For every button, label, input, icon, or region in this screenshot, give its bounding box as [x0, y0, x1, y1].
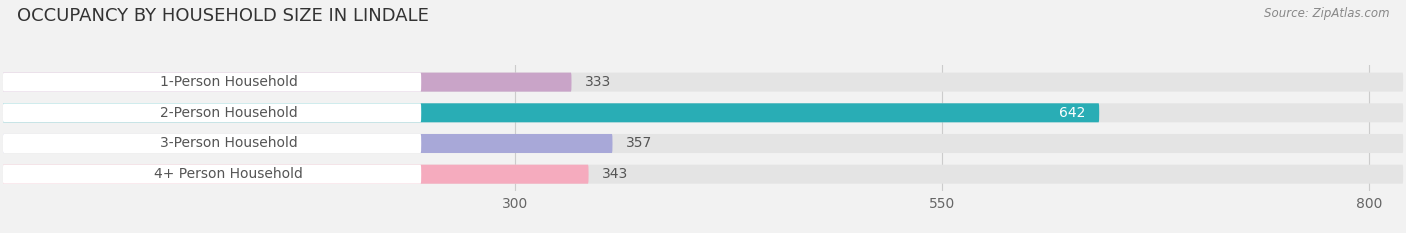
Text: 642: 642: [1059, 106, 1085, 120]
FancyBboxPatch shape: [3, 103, 1099, 122]
FancyBboxPatch shape: [3, 134, 1403, 153]
Text: 2-Person Household: 2-Person Household: [160, 106, 298, 120]
Text: 3-Person Household: 3-Person Household: [160, 137, 298, 151]
Text: 333: 333: [585, 75, 612, 89]
FancyBboxPatch shape: [3, 73, 1403, 92]
Text: 343: 343: [602, 167, 628, 181]
Text: Source: ZipAtlas.com: Source: ZipAtlas.com: [1264, 7, 1389, 20]
FancyBboxPatch shape: [3, 165, 589, 184]
FancyBboxPatch shape: [3, 165, 422, 184]
Text: OCCUPANCY BY HOUSEHOLD SIZE IN LINDALE: OCCUPANCY BY HOUSEHOLD SIZE IN LINDALE: [17, 7, 429, 25]
FancyBboxPatch shape: [3, 165, 1403, 184]
FancyBboxPatch shape: [3, 103, 422, 122]
FancyBboxPatch shape: [3, 73, 422, 92]
Text: 357: 357: [626, 137, 652, 151]
FancyBboxPatch shape: [3, 134, 422, 153]
Text: 4+ Person Household: 4+ Person Household: [155, 167, 304, 181]
FancyBboxPatch shape: [3, 134, 613, 153]
FancyBboxPatch shape: [3, 73, 571, 92]
FancyBboxPatch shape: [3, 103, 1403, 122]
Text: 1-Person Household: 1-Person Household: [160, 75, 298, 89]
